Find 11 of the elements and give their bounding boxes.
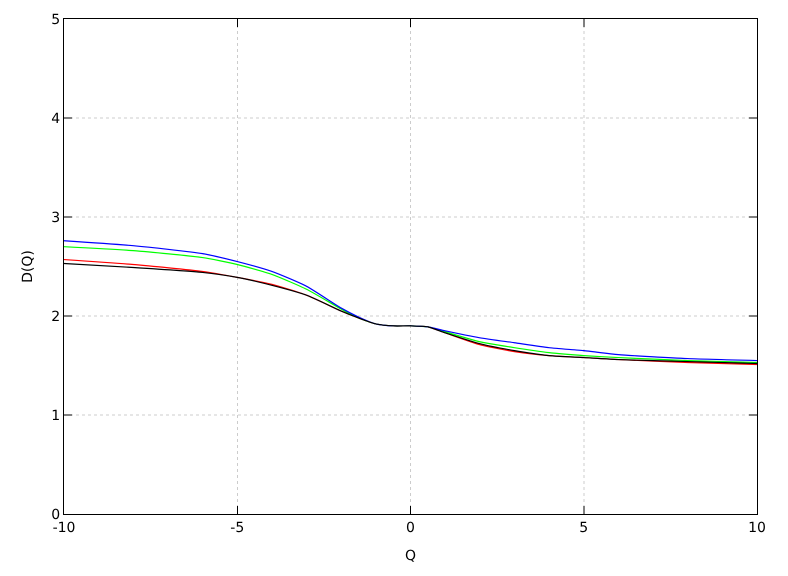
y-axis-title: D(Q) (20, 250, 36, 283)
y-tick-label: 3 (51, 210, 60, 226)
x-tick-label: 10 (748, 520, 766, 536)
y-tick-label: 1 (51, 408, 60, 424)
y-tick-label: 5 (51, 12, 60, 28)
x-tick-label: 0 (406, 520, 415, 536)
y-tick-label: 4 (51, 110, 60, 127)
x-tick-label: -5 (230, 520, 244, 536)
x-tick-label: 5 (579, 520, 588, 536)
y-tick-label: 2 (51, 308, 60, 325)
x-axis-title: Q (404, 548, 416, 564)
